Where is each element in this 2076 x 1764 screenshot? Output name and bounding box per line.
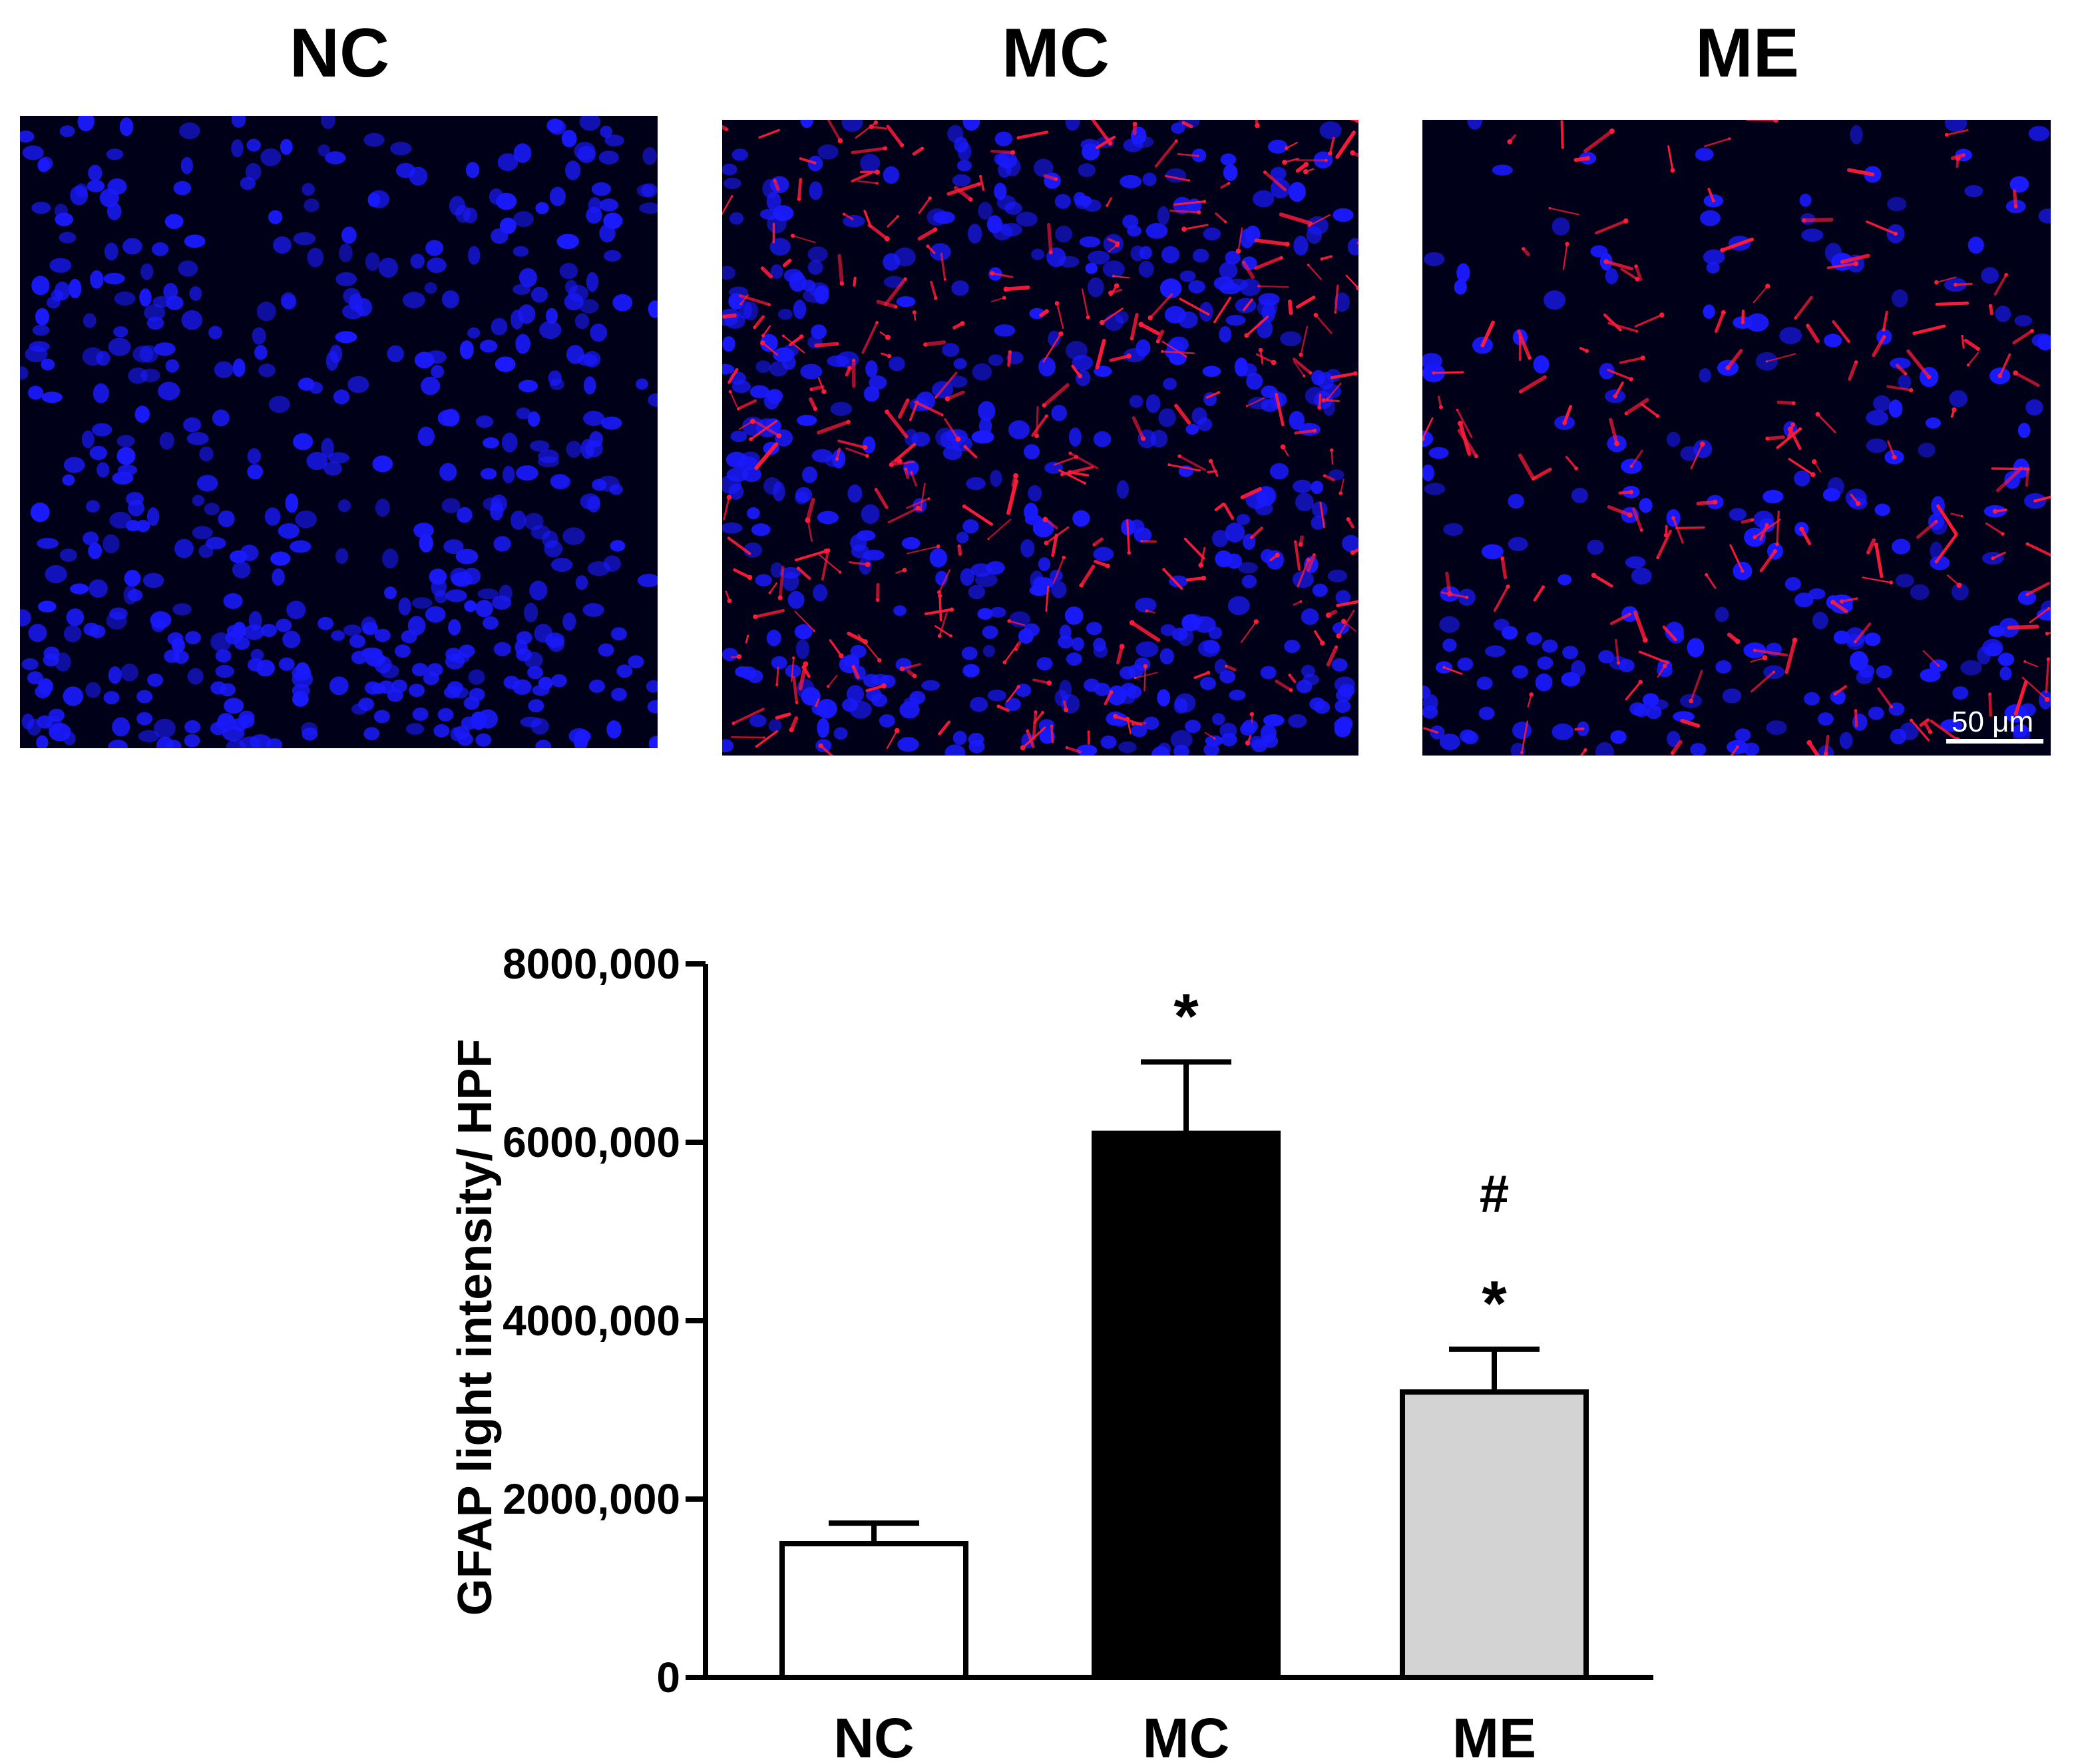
panel-title-nc: NC xyxy=(289,15,390,92)
micrograph-me-canvas xyxy=(1422,120,2051,756)
micrograph-nc xyxy=(20,116,658,748)
bar-mc xyxy=(1092,1130,1281,1680)
y-tick-label: 8000,000 xyxy=(503,940,680,988)
significance-mark: * xyxy=(1482,1268,1507,1339)
micrograph-me xyxy=(1422,120,2051,756)
x-tick-label-nc: NC xyxy=(833,1707,914,1764)
bar-nc xyxy=(779,1541,968,1680)
x-tick-label-me: ME xyxy=(1452,1707,1536,1764)
bar-me xyxy=(1400,1389,1589,1680)
micrograph-mc xyxy=(722,120,1358,756)
y-tick-label: 0 xyxy=(656,1654,680,1701)
y-axis-label: GFAP light intensity/ HPF xyxy=(449,1039,502,1616)
scale-bar xyxy=(1946,739,2043,744)
micrograph-nc-canvas xyxy=(20,116,658,748)
panel-title-me: ME xyxy=(1695,15,1799,92)
y-tick-label: 4000,000 xyxy=(503,1297,680,1345)
significance-mark: # xyxy=(1480,1164,1510,1223)
y-tick-label: 2000,000 xyxy=(503,1475,680,1523)
y-tick-label: 6000,000 xyxy=(503,1118,680,1166)
scale-bar-label: 50 μm xyxy=(1952,706,2034,738)
micrograph-mc-canvas xyxy=(722,120,1358,756)
panel-title-mc: MC xyxy=(1002,15,1110,92)
significance-mark: * xyxy=(1173,981,1199,1052)
x-tick-label-mc: MC xyxy=(1143,1707,1230,1764)
